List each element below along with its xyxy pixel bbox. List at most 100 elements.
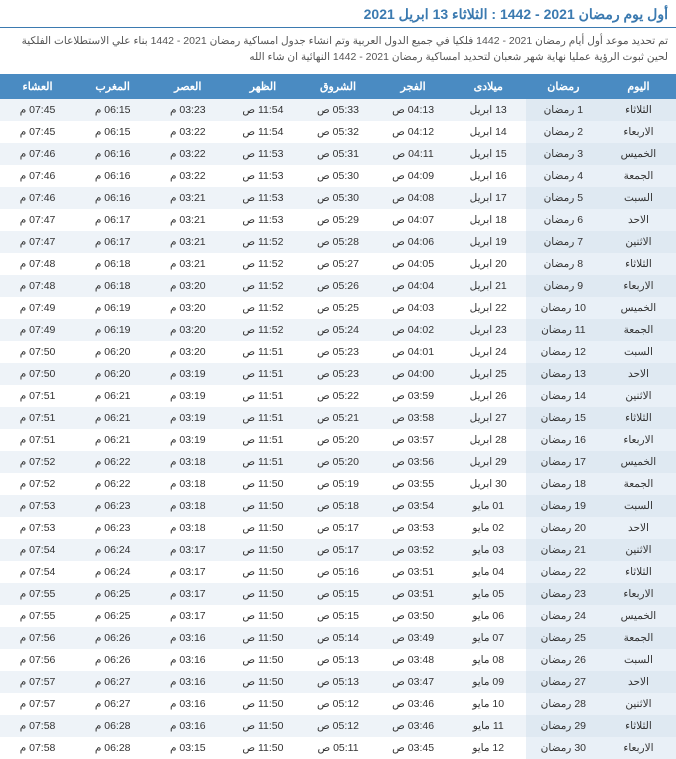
cell-isha: 07:51 م (0, 429, 75, 451)
cell-day: الاثنين (601, 539, 676, 561)
cell-greg: 12 مايو (451, 737, 526, 759)
table-row: الثلاثاء29 رمضان11 مايو03:46 ص05:12 ص11:… (0, 715, 676, 737)
table-row: الاحد13 رمضان25 ابريل04:00 ص05:23 ص11:51… (0, 363, 676, 385)
cell-dhuhr: 11:51 ص (225, 451, 300, 473)
cell-day: الخميس (601, 143, 676, 165)
cell-shur: 05:17 ص (300, 517, 375, 539)
cell-fajr: 03:55 ص (376, 473, 451, 495)
cell-ram: 4 رمضان (526, 165, 601, 187)
table-row: السبت5 رمضان17 ابريل04:08 ص05:30 ص11:53 … (0, 187, 676, 209)
cell-fajr: 03:51 ص (376, 583, 451, 605)
table-row: الجمعة11 رمضان23 ابريل04:02 ص05:24 ص11:5… (0, 319, 676, 341)
cell-dhuhr: 11:50 ص (225, 649, 300, 671)
cell-ram: 22 رمضان (526, 561, 601, 583)
cell-greg: 18 ابريل (451, 209, 526, 231)
cell-dhuhr: 11:52 ص (225, 275, 300, 297)
cell-isha: 07:52 م (0, 473, 75, 495)
cell-asr: 03:16 م (150, 649, 225, 671)
cell-asr: 03:22 م (150, 143, 225, 165)
cell-greg: 25 ابريل (451, 363, 526, 385)
table-row: الخميس10 رمضان22 ابريل04:03 ص05:25 ص11:5… (0, 297, 676, 319)
cell-fajr: 04:12 ص (376, 121, 451, 143)
cell-ram: 16 رمضان (526, 429, 601, 451)
cell-asr: 03:17 م (150, 605, 225, 627)
cell-greg: 26 ابريل (451, 385, 526, 407)
cell-fajr: 03:58 ص (376, 407, 451, 429)
cell-shur: 05:11 ص (300, 737, 375, 759)
cell-asr: 03:22 م (150, 121, 225, 143)
cell-ram: 5 رمضان (526, 187, 601, 209)
cell-magh: 06:26 م (75, 627, 150, 649)
cell-isha: 07:47 م (0, 231, 75, 253)
cell-asr: 03:18 م (150, 495, 225, 517)
cell-shur: 05:33 ص (300, 99, 375, 121)
table-header-row: اليومرمضانميلادىالفجرالشروقالظهرالعصرالم… (0, 74, 676, 99)
cell-shur: 05:32 ص (300, 121, 375, 143)
cell-fajr: 03:52 ص (376, 539, 451, 561)
table-row: الثلاثاء1 رمضان13 ابريل04:13 ص05:33 ص11:… (0, 99, 676, 121)
cell-shur: 05:29 ص (300, 209, 375, 231)
cell-asr: 03:21 م (150, 209, 225, 231)
cell-fajr: 03:49 ص (376, 627, 451, 649)
cell-ram: 6 رمضان (526, 209, 601, 231)
cell-day: الاثنين (601, 385, 676, 407)
cell-ram: 14 رمضان (526, 385, 601, 407)
cell-day: الاحد (601, 671, 676, 693)
cell-asr: 03:21 م (150, 253, 225, 275)
table-row: الاثنين14 رمضان26 ابريل03:59 ص05:22 ص11:… (0, 385, 676, 407)
cell-magh: 06:18 م (75, 275, 150, 297)
cell-isha: 07:49 م (0, 297, 75, 319)
cell-magh: 06:23 م (75, 517, 150, 539)
cell-isha: 07:55 م (0, 605, 75, 627)
cell-shur: 05:26 ص (300, 275, 375, 297)
cell-isha: 07:50 م (0, 363, 75, 385)
cell-dhuhr: 11:50 ص (225, 495, 300, 517)
cell-greg: 05 مايو (451, 583, 526, 605)
cell-greg: 15 ابريل (451, 143, 526, 165)
cell-fajr: 03:46 ص (376, 693, 451, 715)
cell-magh: 06:22 م (75, 473, 150, 495)
cell-greg: 07 مايو (451, 627, 526, 649)
cell-dhuhr: 11:50 ص (225, 693, 300, 715)
cell-dhuhr: 11:50 ص (225, 737, 300, 759)
cell-isha: 07:48 م (0, 253, 75, 275)
cell-dhuhr: 11:53 ص (225, 165, 300, 187)
cell-dhuhr: 11:51 ص (225, 429, 300, 451)
cell-ram: 26 رمضان (526, 649, 601, 671)
cell-day: الاربعاء (601, 275, 676, 297)
cell-ram: 2 رمضان (526, 121, 601, 143)
cell-greg: 02 مايو (451, 517, 526, 539)
cell-shur: 05:13 ص (300, 649, 375, 671)
cell-isha: 07:57 م (0, 671, 75, 693)
cell-dhuhr: 11:53 ص (225, 209, 300, 231)
cell-fajr: 03:53 ص (376, 517, 451, 539)
cell-shur: 05:20 ص (300, 429, 375, 451)
table-row: الجمعة18 رمضان30 ابريل03:55 ص05:19 ص11:5… (0, 473, 676, 495)
cell-shur: 05:27 ص (300, 253, 375, 275)
cell-greg: 13 ابريل (451, 99, 526, 121)
col-header: رمضان (526, 74, 601, 99)
cell-magh: 06:27 م (75, 693, 150, 715)
cell-shur: 05:15 ص (300, 605, 375, 627)
cell-fajr: 04:06 ص (376, 231, 451, 253)
cell-shur: 05:16 ص (300, 561, 375, 583)
cell-shur: 05:20 ص (300, 451, 375, 473)
cell-fajr: 03:48 ص (376, 649, 451, 671)
table-row: الخميس24 رمضان06 مايو03:50 ص05:15 ص11:50… (0, 605, 676, 627)
cell-dhuhr: 11:50 ص (225, 583, 300, 605)
cell-day: الثلاثاء (601, 561, 676, 583)
cell-greg: 28 ابريل (451, 429, 526, 451)
cell-day: الاحد (601, 517, 676, 539)
cell-fajr: 03:50 ص (376, 605, 451, 627)
table-body: الثلاثاء1 رمضان13 ابريل04:13 ص05:33 ص11:… (0, 99, 676, 759)
cell-asr: 03:16 م (150, 671, 225, 693)
cell-fajr: 03:57 ص (376, 429, 451, 451)
cell-ram: 25 رمضان (526, 627, 601, 649)
cell-shur: 05:12 ص (300, 693, 375, 715)
cell-dhuhr: 11:51 ص (225, 363, 300, 385)
cell-fajr: 04:04 ص (376, 275, 451, 297)
page-title: أول يوم رمضان 2021 - 1442 : الثلاثاء 13 … (0, 0, 676, 28)
cell-shur: 05:21 ص (300, 407, 375, 429)
cell-asr: 03:19 م (150, 363, 225, 385)
table-row: الثلاثاء15 رمضان27 ابريل03:58 ص05:21 ص11… (0, 407, 676, 429)
